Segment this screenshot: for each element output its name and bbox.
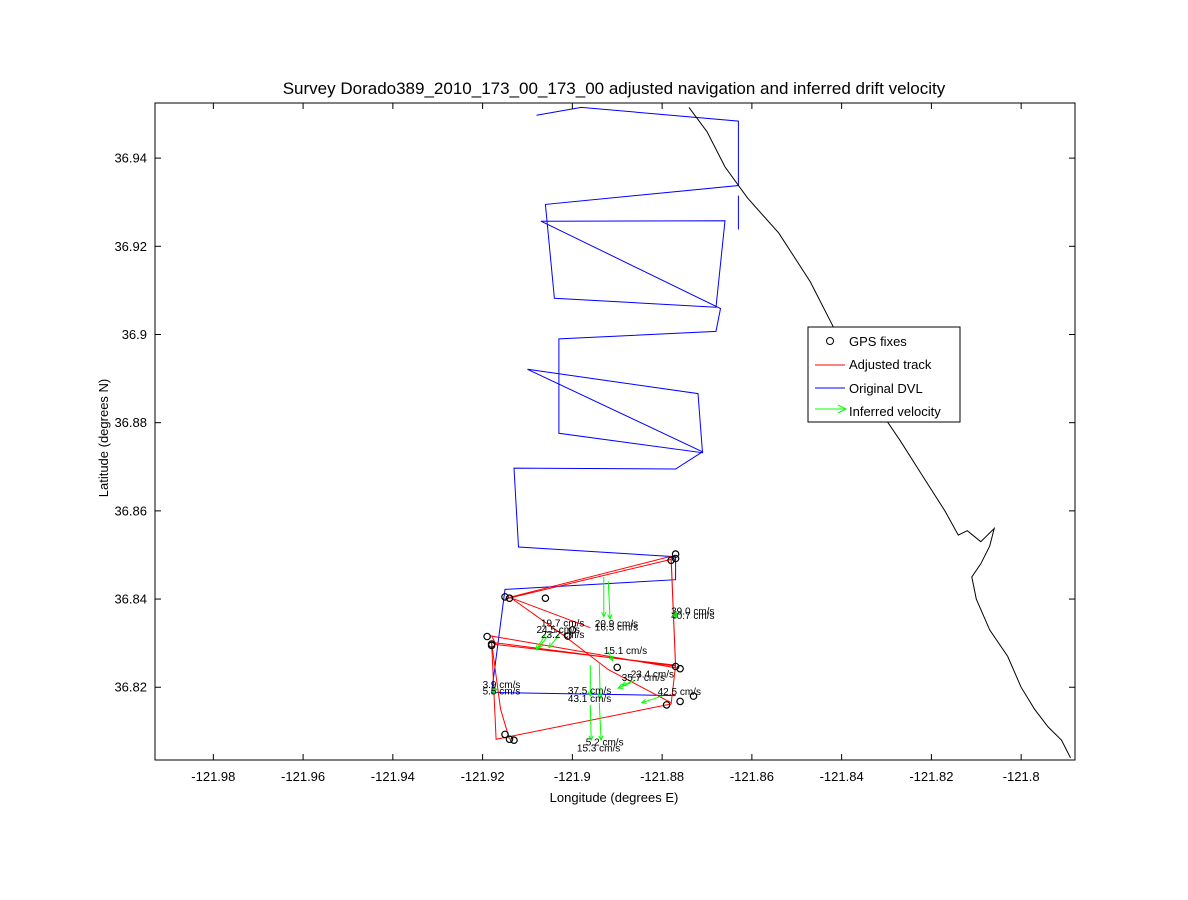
velocity-arrow xyxy=(607,581,613,621)
y-tick-label: 36.84 xyxy=(114,592,147,607)
x-tick-label: -121.92 xyxy=(461,769,505,784)
velocity-arrow xyxy=(640,695,663,704)
gps-fix-point xyxy=(676,697,684,706)
velocity-arrow xyxy=(607,651,614,662)
series-line-2 xyxy=(490,555,677,740)
gps-fix-point xyxy=(671,662,680,671)
axes-box xyxy=(154,102,1076,761)
x-tick-label: -121.82 xyxy=(909,769,953,784)
legend: GPS fixes Adjusted track Original DVL In… xyxy=(807,326,961,423)
chart-title: Survey Dorado389_2010_173_00_173_00 adju… xyxy=(283,79,946,98)
legend-label-gps: GPS fixes xyxy=(849,334,907,349)
y-tick-label: 36.92 xyxy=(114,239,147,254)
plot-area: 39.0 cm/s40.7 cm/s 19.7 cm/s24.5 cm/s23.2… xyxy=(483,106,1071,759)
velocity-label: 5.5 cm/s xyxy=(483,687,521,698)
series-line-6 xyxy=(688,107,1071,759)
gps-fix-point xyxy=(568,626,577,634)
series-line-3 xyxy=(509,596,672,704)
gps-fix-point xyxy=(667,556,675,565)
velocity-arrow xyxy=(588,704,594,742)
velocity-label: 3.9 cm/s xyxy=(483,680,521,691)
x-tick-label: -121.84 xyxy=(820,769,864,784)
velocity-arrow xyxy=(587,665,593,698)
y-tick-label: 36.9 xyxy=(122,327,147,342)
velocity-label: 43.1 cm/s xyxy=(568,694,611,705)
velocity-label: 15.1 cm/s xyxy=(604,646,647,657)
velocity-label: 40.7 cm/s xyxy=(671,611,714,622)
gps-fix-point xyxy=(676,664,684,673)
x-tick-label: -121.98 xyxy=(191,769,235,784)
x-tick-label: -121.94 xyxy=(371,769,415,784)
velocity-label: 19.7 cm/s xyxy=(541,618,584,629)
velocity-label: 5.2 cm/s xyxy=(586,737,624,748)
velocity-label: 42.5 cm/s xyxy=(658,687,701,698)
x-tick-label: -121.86 xyxy=(730,769,774,784)
gps-fix-point xyxy=(501,730,509,739)
gps-fix-point xyxy=(483,632,491,641)
gps-fix-point xyxy=(613,663,622,672)
gps-fix-point xyxy=(505,594,514,603)
velocity-arrow xyxy=(537,633,551,649)
y-tick-label: 36.94 xyxy=(114,151,147,166)
velocity-label: 24.5 cm/s xyxy=(537,625,580,636)
legend-label-dvl: Original DVL xyxy=(849,381,923,396)
legend-label-adjusted: Adjusted track xyxy=(849,357,932,372)
legend-velocity-arrow xyxy=(815,404,848,414)
x-axis: -121.98 -121.96 -121.94 -121.92 -121.9 -121.8… xyxy=(191,103,1040,784)
velocity-arrow xyxy=(535,634,546,651)
y-tick-label: 36.82 xyxy=(114,680,147,695)
velocity-arrow xyxy=(548,634,560,649)
velocity-arrow xyxy=(601,577,607,618)
x-tick-label: -121.96 xyxy=(281,769,325,784)
velocity-label: 39.0 cm/s xyxy=(671,607,714,618)
legend-gps-marker xyxy=(826,337,834,345)
x-tick-label: -121.9 xyxy=(554,769,591,784)
velocity-arrow xyxy=(598,702,604,742)
x-tick-label: -121.8 xyxy=(1003,769,1040,784)
gps-fix-point xyxy=(501,593,509,601)
legend-label-velocity: Inferred velocity xyxy=(849,404,941,419)
y-axis: 36.82 36.84 36.86 36.88 36.9 36.92 36.94 xyxy=(114,151,1075,695)
velocity-arrow xyxy=(597,662,603,700)
x-tick-label: -121.88 xyxy=(640,769,684,784)
gps-fix-point xyxy=(671,554,680,563)
velocity-label: 16.5 cm/s xyxy=(595,622,638,633)
velocity-label: 20.9 cm/s xyxy=(595,619,638,630)
velocity-arrow xyxy=(491,689,498,695)
gps-fix-point xyxy=(671,550,680,558)
velocity-label: 35.7 cm/s xyxy=(622,673,665,684)
gps-fix-point xyxy=(541,594,550,603)
x-axis-label: Longitude (degrees E) xyxy=(550,790,679,805)
velocity-label: 23.2 cm/s xyxy=(541,630,584,641)
velocity-label: 37.5 cm/s xyxy=(568,686,611,697)
velocity-label: 23.4 cm/s xyxy=(631,670,674,681)
y-tick-label: 36.86 xyxy=(114,503,147,518)
y-axis-label: Latitude (degrees N) xyxy=(96,379,111,498)
gps-fix-point xyxy=(487,640,496,648)
velocity-arrow xyxy=(617,682,631,689)
series-line-5 xyxy=(509,596,591,629)
y-tick-label: 36.88 xyxy=(114,415,147,430)
gps-fix-point xyxy=(510,736,518,745)
velocity-label: 15.3 cm/s xyxy=(577,744,620,755)
gps-fix-point xyxy=(564,632,572,640)
series-line-4 xyxy=(491,642,510,740)
gps-fix-point xyxy=(689,692,698,700)
gps-fix-point xyxy=(505,735,514,744)
velocity-arrow xyxy=(672,612,678,619)
gps-fix-point xyxy=(662,701,671,709)
